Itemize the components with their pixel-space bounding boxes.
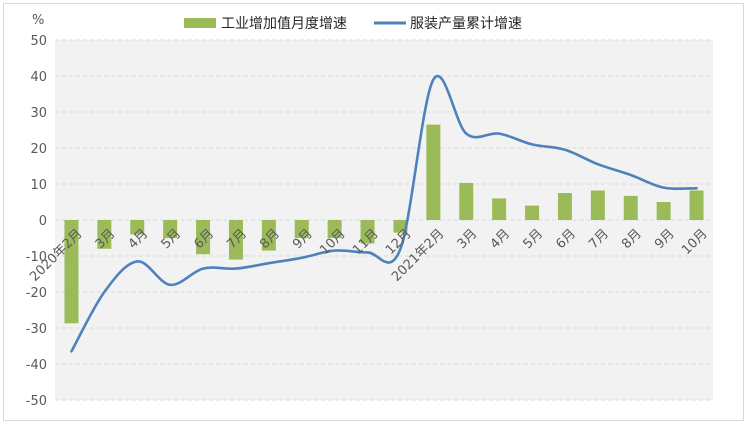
y-tick-label: -50 <box>26 394 47 409</box>
bar <box>64 220 79 324</box>
bar <box>228 220 243 260</box>
bar <box>130 220 145 235</box>
bar <box>623 195 638 220</box>
bar-series <box>64 124 704 324</box>
y-tick-label: 20 <box>30 142 47 157</box>
bar <box>459 182 474 220</box>
legend-bar-swatch <box>184 18 216 28</box>
bar <box>261 220 276 251</box>
y-axis-ticks: 50 40 30 20 10 0 -10 -20 -30 -40 -50 <box>26 34 47 409</box>
y-tick-label: 50 <box>30 34 47 49</box>
y-tick-label: 10 <box>30 178 47 193</box>
legend-line-label: 服装产量累计增速 <box>410 16 522 32</box>
bar <box>327 220 342 238</box>
y-tick-label: -10 <box>26 250 47 265</box>
bar <box>426 124 441 220</box>
legend: 工业增加值月度增速 服装产量累计增速 <box>184 16 522 32</box>
bar <box>163 220 178 238</box>
line-series <box>70 75 698 353</box>
bar <box>656 202 671 220</box>
y-tick-label: 0 <box>39 214 47 229</box>
bar <box>525 205 540 220</box>
bar <box>689 190 704 220</box>
bar <box>97 220 112 249</box>
bar <box>294 220 309 238</box>
y-tick-label: -40 <box>26 358 47 373</box>
bar <box>196 220 211 255</box>
bar <box>557 193 572 220</box>
y-tick-label: 40 <box>30 70 47 85</box>
y-tick-label: -30 <box>26 322 47 337</box>
y-tick-label: 30 <box>30 106 47 121</box>
bar <box>590 190 605 220</box>
y-tick-label: -20 <box>26 286 47 301</box>
bar <box>492 198 507 220</box>
y-unit-label: % <box>32 13 44 28</box>
legend-bar-label: 工业增加值月度增速 <box>221 16 347 32</box>
bar <box>393 220 408 233</box>
bar <box>360 220 375 244</box>
